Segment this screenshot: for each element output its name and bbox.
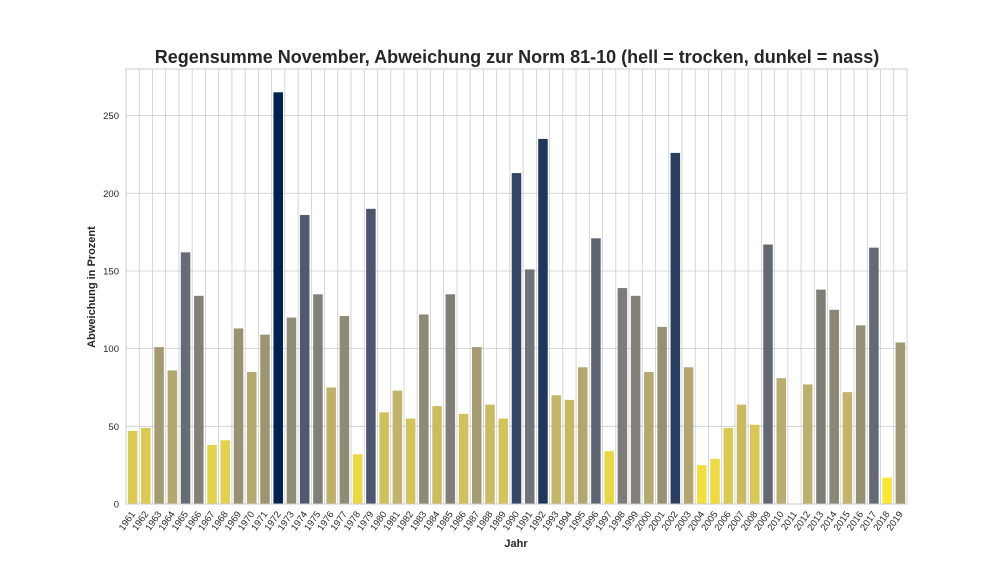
bar-1986 — [458, 413, 469, 504]
bar-1997 — [604, 451, 614, 504]
bar-2001 — [657, 326, 667, 504]
bar-1962 — [141, 427, 151, 505]
bar-2009 — [763, 244, 773, 505]
bar-1999 — [630, 295, 641, 504]
bar-1977 — [339, 316, 350, 504]
bar-1973 — [286, 317, 297, 504]
x-tick-labels: 1961196219631964196519661967196819691970… — [117, 509, 906, 533]
bar-1983 — [419, 314, 429, 504]
bar-2016 — [855, 325, 866, 504]
bar-1968 — [220, 440, 231, 504]
bar-2012 — [802, 384, 813, 505]
bar-1972 — [273, 92, 283, 505]
bar-2004 — [697, 465, 707, 504]
bars — [127, 92, 906, 505]
y-tick-label: 100 — [103, 344, 119, 355]
bar-2008 — [750, 424, 760, 504]
y-tick-labels: 0 50 100 150 200 250 — [103, 111, 119, 510]
y-tick-label: 0 — [114, 500, 119, 511]
bar-1996 — [591, 238, 601, 504]
bar-1981 — [392, 390, 403, 504]
bar-2006 — [723, 427, 734, 505]
bar-1969 — [233, 328, 244, 504]
bar-2000 — [644, 371, 654, 504]
bar-1979 — [366, 208, 376, 504]
y-tick-label: 50 — [108, 422, 119, 433]
bar-1965 — [180, 252, 191, 504]
bar-2002 — [670, 152, 681, 504]
bar-2005 — [710, 458, 720, 504]
y-tick-label: 250 — [103, 111, 119, 122]
chart-title: Regensumme November, Abweichung zur Norm… — [155, 47, 880, 67]
bar-2014 — [829, 309, 839, 504]
bar-1963 — [154, 347, 164, 504]
y-axis-label: Abweichung in Prozent — [86, 226, 98, 348]
bar-2003 — [683, 367, 694, 504]
bar-2013 — [816, 289, 826, 504]
bar-1970 — [246, 371, 257, 504]
bar-2017 — [869, 247, 879, 504]
y-tick-label: 200 — [103, 189, 119, 200]
bar-1961 — [127, 430, 138, 504]
bar-1982 — [405, 418, 416, 504]
bar-1989 — [498, 418, 509, 504]
bar-1992 — [538, 138, 548, 504]
bar-1980 — [379, 412, 389, 504]
bar-1967 — [207, 444, 217, 504]
bar-1993 — [551, 395, 561, 504]
bar-1976 — [326, 387, 336, 504]
bar-2007 — [736, 404, 747, 504]
bar-1974 — [299, 215, 310, 505]
bar-1971 — [260, 334, 270, 504]
bar-1998 — [617, 288, 628, 504]
bar-1964 — [167, 370, 178, 504]
bar-1966 — [194, 295, 204, 504]
bar-1978 — [352, 454, 363, 504]
y-tick-label: 150 — [103, 266, 119, 277]
bar-1994 — [564, 399, 575, 504]
bar-2019 — [895, 342, 906, 504]
bar-1990 — [511, 173, 522, 504]
bar-1975 — [313, 294, 323, 504]
bar-2010 — [776, 378, 787, 504]
plot-frame — [125, 68, 908, 505]
x-axis-label: Jahr — [504, 538, 528, 550]
bar-2018 — [882, 477, 892, 504]
bar-1985 — [445, 294, 456, 504]
bar-1995 — [577, 367, 588, 504]
bar-1987 — [472, 347, 482, 504]
bar-2015 — [842, 392, 853, 504]
bar-1988 — [485, 404, 495, 504]
bar-1991 — [524, 269, 535, 504]
bar-1984 — [432, 406, 442, 505]
